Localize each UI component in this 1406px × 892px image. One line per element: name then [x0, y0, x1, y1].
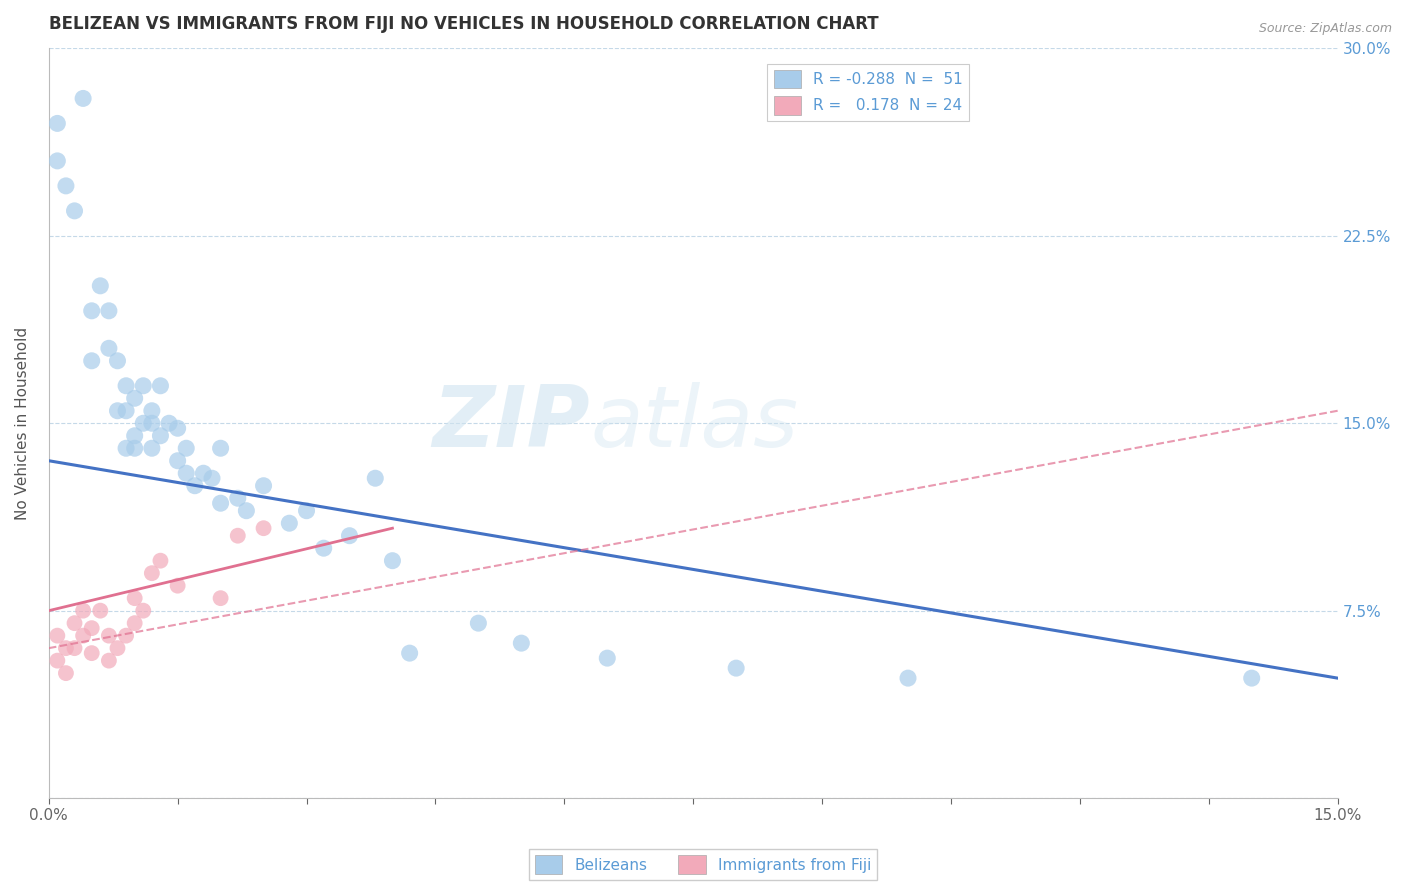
Point: [209, 442, 232, 456]
Point: [312, 541, 335, 556]
Point: [107, 353, 129, 368]
Point: [157, 416, 180, 430]
Point: [124, 429, 146, 443]
Point: [166, 579, 188, 593]
Text: BELIZEAN VS IMMIGRANTS FROM FIJI NO VEHICLES IN HOUSEHOLD CORRELATION CHART: BELIZEAN VS IMMIGRANTS FROM FIJI NO VEHI…: [49, 15, 879, 33]
Point: [596, 651, 619, 665]
Point: [89, 278, 111, 293]
Point: [184, 479, 207, 493]
Point: [1240, 671, 1263, 685]
Point: [381, 554, 404, 568]
Point: [63, 203, 86, 218]
Legend: R = -0.288  N =  51, R =   0.178  N = 24: R = -0.288 N = 51, R = 0.178 N = 24: [768, 63, 969, 120]
Point: [510, 636, 533, 650]
Point: [89, 604, 111, 618]
Point: [115, 629, 138, 643]
Point: [209, 591, 232, 606]
Point: [339, 529, 361, 543]
Point: [141, 442, 163, 456]
Point: [107, 641, 129, 656]
Text: ZIP: ZIP: [433, 382, 591, 465]
Point: [166, 454, 188, 468]
Point: [97, 303, 120, 318]
Point: [80, 303, 103, 318]
Point: [97, 341, 120, 355]
Point: [149, 378, 172, 392]
Point: [226, 491, 249, 506]
Y-axis label: No Vehicles in Household: No Vehicles in Household: [15, 326, 30, 520]
Point: [46, 629, 69, 643]
Point: [80, 353, 103, 368]
Point: [46, 116, 69, 130]
Point: [141, 566, 163, 581]
Point: [124, 442, 146, 456]
Point: [149, 429, 172, 443]
Point: [72, 604, 94, 618]
Point: [55, 641, 77, 656]
Point: [209, 496, 232, 510]
Point: [174, 467, 197, 481]
Text: atlas: atlas: [591, 382, 799, 465]
Point: [897, 671, 920, 685]
Point: [55, 178, 77, 193]
Point: [141, 403, 163, 417]
Point: [63, 641, 86, 656]
Point: [63, 616, 86, 631]
Point: [124, 591, 146, 606]
Text: Source: ZipAtlas.com: Source: ZipAtlas.com: [1258, 22, 1392, 36]
Point: [107, 403, 129, 417]
Point: [46, 153, 69, 168]
Point: [80, 646, 103, 660]
Point: [166, 421, 188, 435]
Legend: Belizeans, Immigrants from Fiji: Belizeans, Immigrants from Fiji: [529, 849, 877, 880]
Point: [398, 646, 420, 660]
Point: [132, 416, 155, 430]
Point: [141, 416, 163, 430]
Point: [55, 666, 77, 681]
Point: [278, 516, 301, 531]
Point: [124, 391, 146, 405]
Point: [72, 91, 94, 105]
Point: [235, 504, 257, 518]
Point: [174, 442, 197, 456]
Point: [252, 521, 274, 535]
Point: [115, 442, 138, 456]
Point: [115, 403, 138, 417]
Point: [97, 654, 120, 668]
Point: [72, 629, 94, 643]
Point: [115, 378, 138, 392]
Point: [149, 554, 172, 568]
Point: [364, 471, 387, 485]
Point: [467, 616, 489, 631]
Point: [295, 504, 318, 518]
Point: [201, 471, 224, 485]
Point: [124, 616, 146, 631]
Point: [226, 529, 249, 543]
Point: [725, 661, 748, 675]
Point: [132, 378, 155, 392]
Point: [46, 654, 69, 668]
Point: [80, 621, 103, 635]
Point: [132, 604, 155, 618]
Point: [193, 467, 215, 481]
Point: [252, 479, 274, 493]
Point: [97, 629, 120, 643]
